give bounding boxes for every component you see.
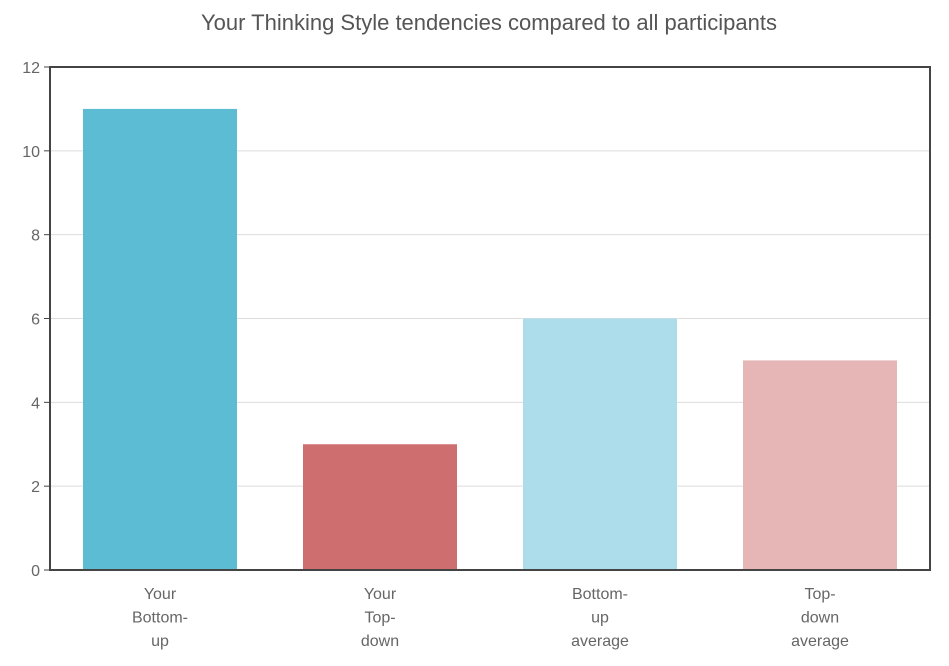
x-axis-labels: Your Bottom-up Your Top-down Bottom-up averag… <box>132 586 849 650</box>
x-category-label: Top-down average <box>791 586 849 650</box>
x-category-label-line: up <box>151 633 169 650</box>
y-axis-ticks: 0 2 4 6 8 10 12 <box>22 60 50 580</box>
y-tick-label: 12 <box>22 60 40 77</box>
bar <box>303 444 457 570</box>
bar <box>743 360 897 570</box>
y-tick-label: 8 <box>31 228 40 245</box>
bars <box>83 108 897 571</box>
x-category-label-line: Top- <box>364 610 395 627</box>
x-category-label-line: Bottom- <box>132 610 188 627</box>
x-category-label-line: Your <box>144 586 177 603</box>
x-category-label: Bottom-up average <box>571 586 629 650</box>
bar <box>523 318 677 570</box>
x-category-label-line: average <box>571 633 629 650</box>
x-category-label-line: Bottom- <box>572 586 628 603</box>
x-category-label-line: down <box>801 610 839 627</box>
x-category-label-line: down <box>361 633 399 650</box>
y-tick-label: 4 <box>31 395 40 412</box>
y-tick-label: 6 <box>31 312 40 329</box>
y-tick-label: 2 <box>31 479 40 496</box>
y-tick-label: 10 <box>22 144 40 161</box>
y-tick-label: 0 <box>31 563 40 580</box>
x-category-label-line: average <box>791 633 849 650</box>
x-category-label-line: Your <box>364 586 397 603</box>
bar <box>83 108 237 571</box>
x-category-label: Your Bottom-up <box>132 586 188 650</box>
x-category-label: Your Top-down <box>361 586 399 650</box>
x-category-label-line: Top- <box>804 586 835 603</box>
x-category-label-line: up <box>591 610 609 627</box>
chart-title: Your Thinking Style tendencies compared … <box>201 10 777 35</box>
